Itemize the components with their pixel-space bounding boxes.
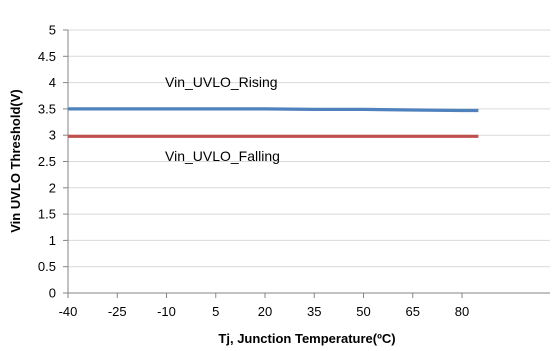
y-tick-labels: 0 0.5 1 1.5 2 2.5 3 3.5 4 4.5 5 [38, 23, 56, 301]
series-labels: Vin_UVLO_Rising Vin_UVLO_Falling [165, 74, 280, 164]
x-tick-label-7: 65 [406, 304, 420, 319]
x-axis-title: Tj, Junction Temperature(ºC) [218, 331, 395, 346]
axes [63, 29, 550, 298]
y-tick-label-2: 1 [49, 233, 56, 248]
gridlines [68, 29, 550, 268]
y-tick-label-7: 3.5 [38, 101, 56, 116]
x-tick-label-3: 5 [212, 304, 219, 319]
series-line-rising [68, 107, 479, 113]
y-tick-label-10: 5 [49, 23, 56, 38]
series-lines [68, 107, 479, 138]
x-tick-label-2: -10 [157, 304, 176, 319]
x-tick-labels: -40 -25 -10 5 20 35 50 65 80 [59, 304, 470, 319]
y-axis-title: Vin UVLO Threshold(V) [8, 89, 23, 233]
x-tick-label-4: 20 [258, 304, 272, 319]
x-tick-label-5: 35 [307, 304, 321, 319]
y-tick-label-4: 2 [49, 180, 56, 195]
x-tick-label-6: 50 [356, 304, 370, 319]
y-tick-label-1: 0.5 [38, 259, 56, 274]
y-tick-label-0: 0 [49, 286, 56, 301]
y-tick-label-5: 2.5 [38, 154, 56, 169]
series-label-rising: Vin_UVLO_Rising [165, 74, 278, 90]
y-tick-label-3: 1.5 [38, 207, 56, 222]
y-tick-label-8: 4 [49, 75, 56, 90]
y-tick-label-6: 3 [49, 128, 56, 143]
x-tick-label-1: -25 [108, 304, 127, 319]
y-tick-label-9: 4.5 [38, 49, 56, 64]
x-tick-label-0: -40 [59, 304, 78, 319]
x-tick-label-8: 80 [455, 304, 469, 319]
series-label-falling: Vin_UVLO_Falling [165, 148, 280, 164]
